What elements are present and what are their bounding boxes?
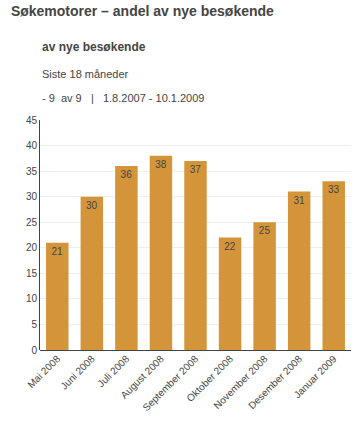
svg-text:Oktober 2008: Oktober 2008: [184, 353, 235, 404]
svg-text:22: 22: [224, 241, 236, 252]
svg-text:37: 37: [190, 164, 202, 175]
svg-text:40: 40: [26, 140, 38, 151]
svg-text:- 9 av 9 | 1.8.2007 - 10.: - 9 av 9 | 1.8.2007 - 10.1.2009: [42, 92, 204, 104]
svg-text:September 2008: September 2008: [140, 353, 200, 413]
svg-text:August 2008: August 2008: [118, 353, 166, 401]
svg-text:Mai 2008: Mai 2008: [25, 353, 62, 390]
svg-text:15: 15: [26, 268, 38, 279]
svg-text:30: 30: [26, 191, 38, 202]
svg-text:Juni 2008: Juni 2008: [58, 353, 97, 392]
svg-text:November 2008: November 2008: [211, 353, 269, 411]
svg-text:31: 31: [293, 195, 305, 206]
svg-text:36: 36: [121, 169, 133, 180]
svg-text:20: 20: [26, 242, 38, 253]
svg-text:Desember 2008: Desember 2008: [246, 353, 304, 411]
svg-text:38: 38: [155, 159, 167, 170]
svg-text:25: 25: [26, 217, 38, 228]
svg-text:Søkemotorer – andel av nye bes: Søkemotorer – andel av nye besøkende: [11, 3, 274, 19]
svg-text:10: 10: [26, 293, 38, 304]
svg-text:30: 30: [86, 200, 98, 211]
svg-text:35: 35: [26, 166, 38, 177]
svg-text:av nye besøkende: av nye besøkende: [42, 40, 146, 54]
svg-text:Januar 2009: Januar 2009: [292, 353, 339, 400]
svg-text:33: 33: [328, 184, 340, 195]
svg-text:45: 45: [26, 115, 38, 126]
svg-text:21: 21: [51, 246, 63, 257]
svg-text:Siste 18 måneder: Siste 18 måneder: [42, 68, 129, 80]
svg-text:5: 5: [31, 319, 37, 330]
svg-text:25: 25: [259, 225, 271, 236]
svg-text:Juli 2008: Juli 2008: [95, 353, 131, 389]
svg-text:0: 0: [31, 345, 37, 356]
